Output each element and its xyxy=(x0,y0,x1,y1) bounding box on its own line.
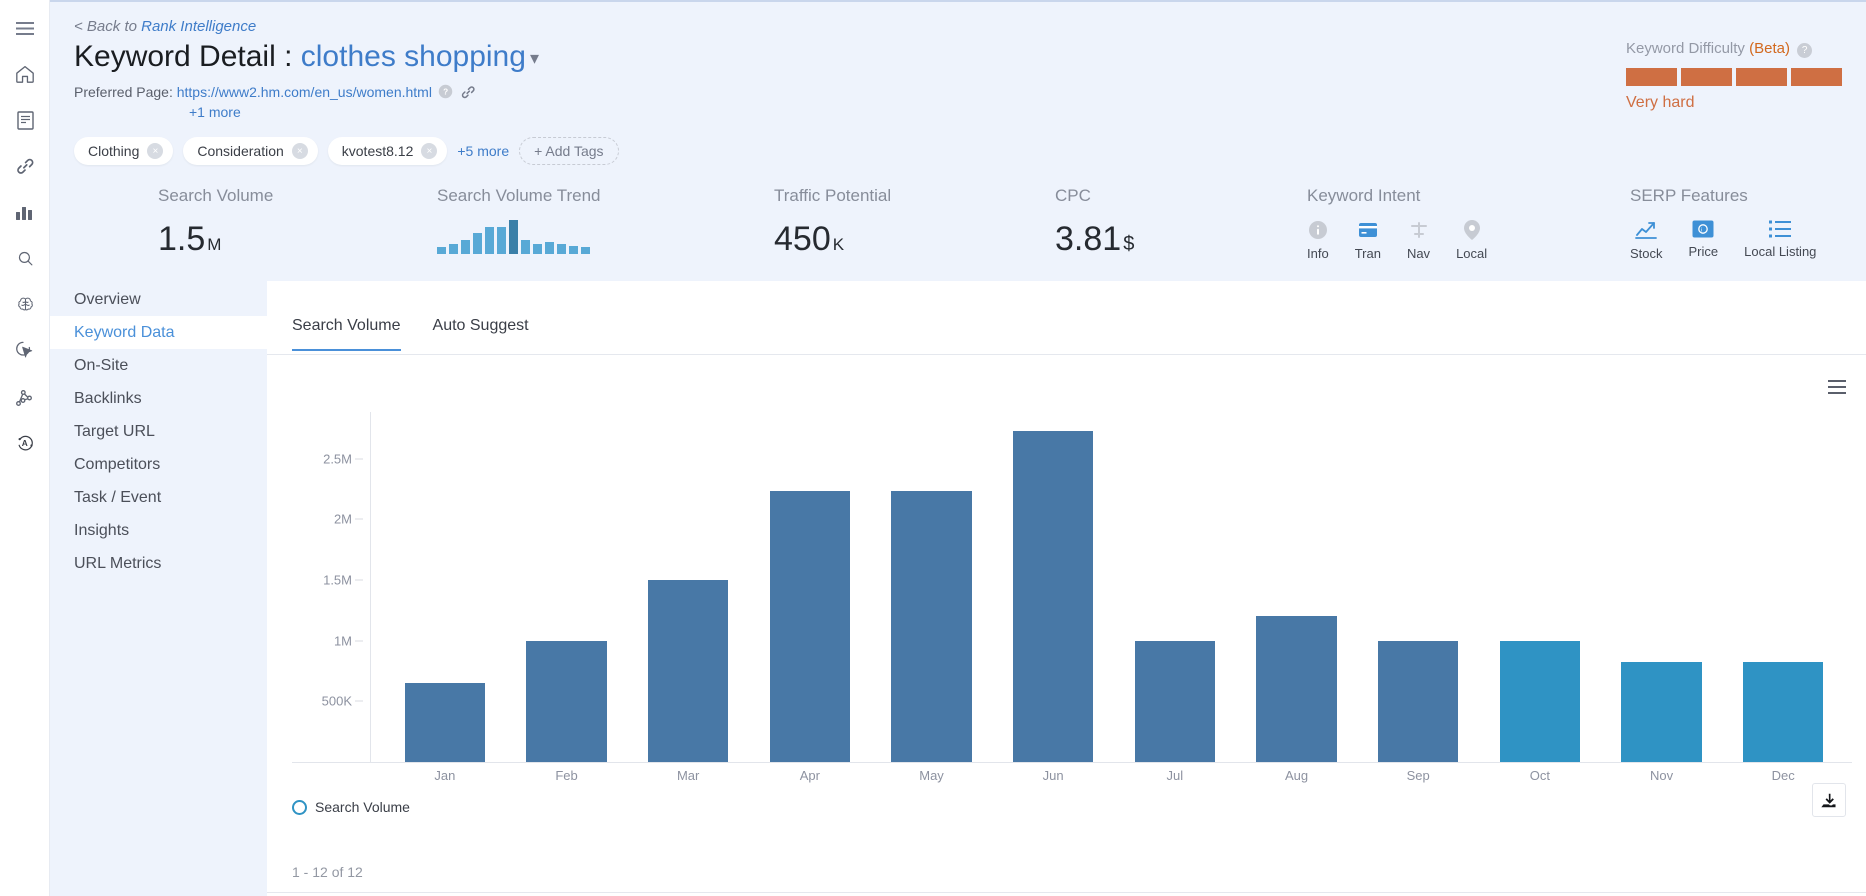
svg-text:i: i xyxy=(1701,228,1702,234)
svg-text:?: ? xyxy=(443,88,448,97)
svg-text:A: A xyxy=(21,437,27,447)
